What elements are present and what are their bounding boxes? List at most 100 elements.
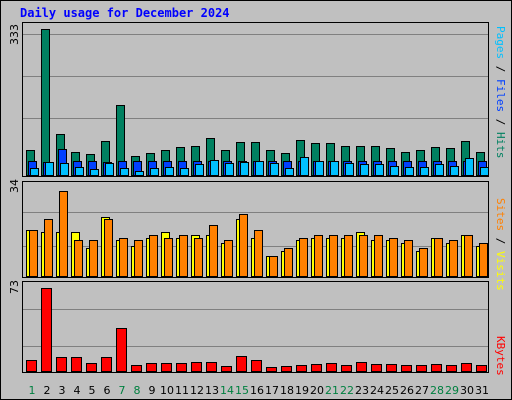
bar-pages-day-19 — [300, 157, 309, 176]
bar-sites-day-24 — [374, 235, 383, 277]
day-label-7: 7 — [119, 384, 126, 397]
bar-pages-day-16 — [255, 161, 264, 176]
day-label-30: 30 — [460, 384, 474, 397]
bar-sites-day-31 — [479, 243, 488, 277]
bar-kbytes-day-16 — [251, 360, 262, 372]
day-label-2: 2 — [44, 384, 51, 397]
bar-sites-day-21 — [329, 235, 338, 277]
bar-kbytes-day-19 — [296, 365, 307, 372]
day-label-4: 4 — [74, 384, 81, 397]
bar-pages-day-21 — [330, 161, 339, 176]
day-label-12: 12 — [190, 384, 204, 397]
kbytes-panel — [22, 281, 489, 373]
bar-pages-day-5 — [90, 169, 99, 176]
bar-kbytes-day-6 — [101, 357, 112, 372]
bar-kbytes-day-29 — [446, 365, 457, 372]
day-label-9: 9 — [149, 384, 156, 397]
day-label-10: 10 — [160, 384, 174, 397]
bar-pages-day-2 — [45, 162, 54, 176]
day-label-21: 21 — [325, 384, 339, 397]
bar-sites-day-11 — [179, 235, 188, 277]
bar-kbytes-day-30 — [461, 363, 472, 372]
bar-sites-day-6 — [104, 219, 113, 277]
bar-pages-day-12 — [195, 164, 204, 176]
bar-pages-day-31 — [480, 167, 489, 176]
bar-pages-day-3 — [60, 163, 69, 176]
day-label-19: 19 — [295, 384, 309, 397]
bar-pages-day-25 — [390, 166, 399, 176]
bar-sites-day-16 — [254, 230, 263, 277]
day-label-20: 20 — [310, 384, 324, 397]
day-label-15: 15 — [235, 384, 249, 397]
bar-kbytes-day-28 — [431, 364, 442, 372]
day-label-23: 23 — [355, 384, 369, 397]
bar-kbytes-day-15 — [236, 356, 247, 372]
day-label-28: 28 — [430, 384, 444, 397]
bar-sites-day-27 — [419, 248, 428, 277]
bar-pages-day-10 — [165, 167, 174, 176]
bar-sites-day-28 — [434, 238, 443, 277]
bar-pages-day-7 — [120, 168, 129, 176]
day-label-8: 8 — [134, 384, 141, 397]
bar-pages-day-1 — [30, 168, 39, 176]
bar-kbytes-day-21 — [326, 363, 337, 372]
day-label-11: 11 — [175, 384, 189, 397]
bar-sites-day-12 — [194, 238, 203, 277]
bar-kbytes-day-24 — [371, 364, 382, 372]
bar-sites-day-22 — [344, 235, 353, 277]
bar-pages-day-13 — [210, 160, 219, 176]
chart-title: Daily usage for December 2024 — [20, 6, 230, 20]
bar-sites-day-10 — [164, 238, 173, 277]
bar-pages-day-20 — [315, 161, 324, 176]
day-label-1: 1 — [29, 384, 36, 397]
bar-sites-day-26 — [404, 240, 413, 277]
bar-pages-day-15 — [240, 162, 249, 176]
bar-pages-day-18 — [285, 168, 294, 176]
bar-sites-day-13 — [209, 225, 218, 277]
bar-kbytes-day-2 — [41, 288, 52, 372]
bar-kbytes-day-4 — [71, 357, 82, 372]
bar-pages-day-22 — [345, 163, 354, 176]
bar-sites-day-4 — [74, 240, 83, 277]
bar-pages-day-23 — [360, 164, 369, 176]
day-label-26: 26 — [400, 384, 414, 397]
bar-sites-day-18 — [284, 248, 293, 277]
bar-kbytes-day-17 — [266, 367, 277, 372]
bar-sites-day-25 — [389, 238, 398, 277]
day-label-13: 13 — [205, 384, 219, 397]
bar-kbytes-day-27 — [416, 365, 427, 372]
bar-kbytes-day-20 — [311, 364, 322, 372]
bar-kbytes-day-3 — [56, 357, 67, 372]
day-label-17: 17 — [265, 384, 279, 397]
bar-sites-day-15 — [239, 214, 248, 277]
bar-sites-day-1 — [29, 230, 38, 277]
day-label-29: 29 — [445, 384, 459, 397]
bar-sites-day-3 — [59, 191, 68, 277]
bar-kbytes-day-31 — [476, 365, 487, 372]
bar-hits-day-2 — [41, 29, 50, 176]
bar-sites-day-23 — [359, 235, 368, 277]
bar-pages-day-6 — [105, 163, 114, 176]
bar-pages-day-30 — [465, 158, 474, 176]
bar-pages-day-28 — [435, 164, 444, 176]
bar-sites-day-8 — [134, 240, 143, 277]
bar-kbytes-day-26 — [401, 365, 412, 372]
day-label-3: 3 — [59, 384, 66, 397]
bar-sites-day-19 — [299, 238, 308, 277]
bar-pages-day-8 — [135, 171, 144, 176]
day-label-27: 27 — [415, 384, 429, 397]
bar-sites-day-7 — [119, 238, 128, 277]
bar-pages-day-9 — [150, 168, 159, 176]
bar-sites-day-30 — [464, 235, 473, 277]
bar-kbytes-day-23 — [356, 362, 367, 372]
bar-kbytes-day-18 — [281, 366, 292, 372]
bar-pages-day-29 — [450, 166, 459, 176]
day-label-24: 24 — [370, 384, 384, 397]
day-label-6: 6 — [104, 384, 111, 397]
bar-sites-day-20 — [314, 235, 323, 277]
bar-pages-day-4 — [75, 167, 84, 176]
day-label-31: 31 — [475, 384, 489, 397]
bar-pages-day-26 — [405, 167, 414, 176]
